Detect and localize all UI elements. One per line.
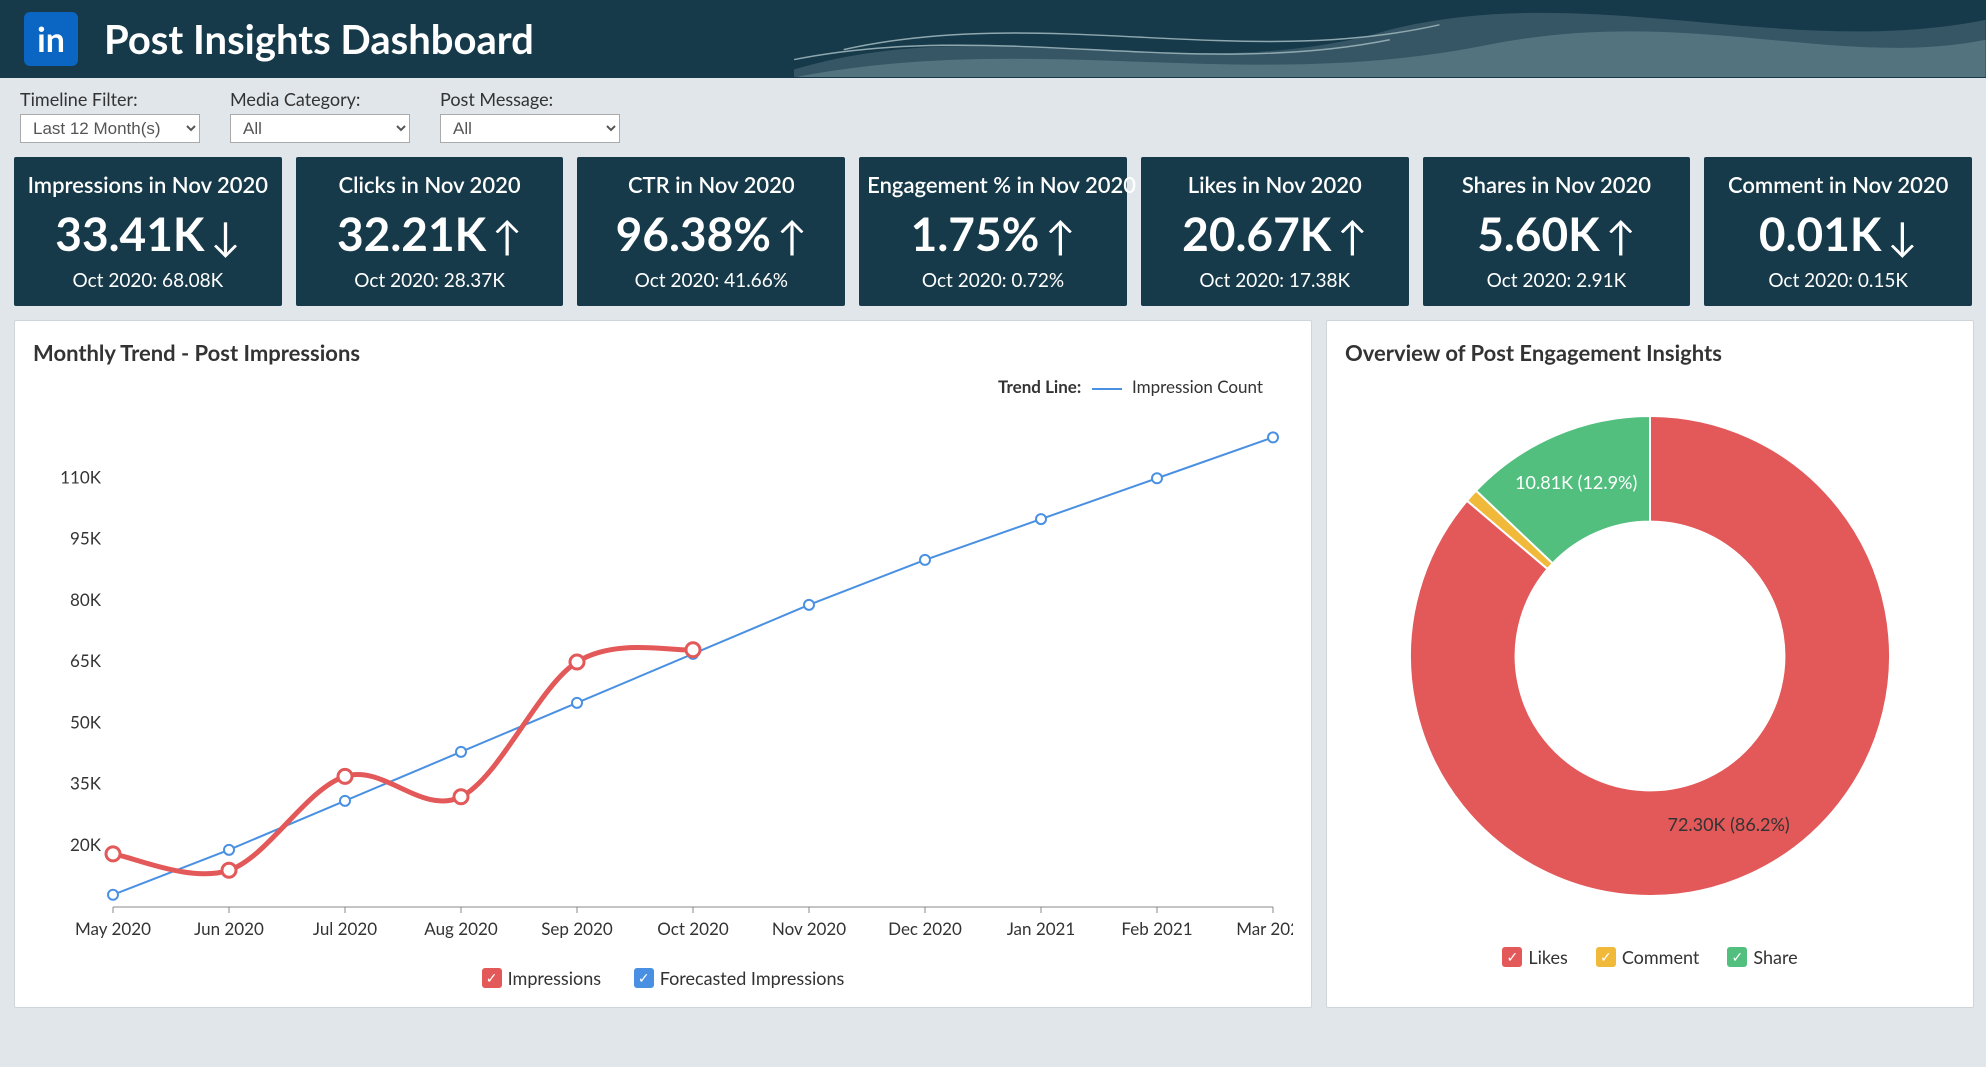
header-title: Post Insights Dashboard [104,15,534,63]
legend-impressions-label: Impressions [508,967,601,989]
donut-legend-label-1: Comment [1622,946,1700,968]
filter-1: Media Category: All [230,88,410,143]
arrow-up-icon: ↑ [1606,212,1636,260]
linkedin-icon: in [24,12,78,66]
kpi-value-4: 20.67K↑ [1149,206,1401,261]
trend-bottom-legend: ✓ Impressions ✓ Forecasted Impressions [33,965,1293,989]
kpi-prev-5: Oct 2020: 2.91K [1431,269,1683,292]
svg-text:72.30K (86.2%): 72.30K (86.2%) [1668,813,1790,835]
svg-text:80K: 80K [70,589,102,610]
kpi-title-5: Shares in Nov 2020 [1431,171,1683,198]
kpi-title-1: Clicks in Nov 2020 [304,171,556,198]
legend-forecast-label: Forecasted Impressions [660,967,845,989]
svg-text:35K: 35K [70,773,102,794]
donut-legend-item-0: ✓ Likes [1502,946,1568,968]
kpi-card-3: Engagement % in Nov 2020 1.75%↑ Oct 2020: … [859,157,1127,306]
filter-label-1: Media Category: [230,88,410,110]
trend-sub-legend: Trend Line: Impression Count [33,376,1293,397]
kpi-value-1: 32.21K↑ [304,206,556,261]
trend-sub-legend-line [1092,388,1122,390]
filter-label-0: Timeline Filter: [20,88,200,110]
donut-bottom-legend: ✓ Likes ✓ Comment ✓ Share [1345,944,1955,968]
filter-select-0[interactable]: Last 12 Month(s) [20,114,200,143]
kpi-card-1: Clicks in Nov 2020 32.21K↑ Oct 2020: 28.37… [296,157,564,306]
svg-text:Jun 2020: Jun 2020 [194,918,264,939]
donut-legend-swatch-1: ✓ [1596,947,1616,967]
kpi-row: Impressions in Nov 2020 33.41K↓ Oct 2020: … [0,157,1986,320]
arrow-up-icon: ↑ [492,212,522,260]
kpi-title-4: Likes in Nov 2020 [1149,171,1401,198]
svg-text:10.81K (12.9%): 10.81K (12.9%) [1515,471,1637,493]
donut-legend-item-1: ✓ Comment [1596,946,1700,968]
svg-text:Oct 2020: Oct 2020 [657,918,729,939]
trend-sub-legend-series: Impression Count [1132,376,1263,397]
donut-panel: Overview of Post Engagement Insights 72.… [1326,320,1974,1008]
kpi-card-5: Shares in Nov 2020 5.60K↑ Oct 2020: 2.91K [1423,157,1691,306]
donut-legend-swatch-2: ✓ [1727,947,1747,967]
donut-legend-item-2: ✓ Share [1727,946,1797,968]
kpi-card-2: CTR in Nov 2020 96.38%↑ Oct 2020: 41.66% [577,157,845,306]
kpi-value-5: 5.60K↑ [1431,206,1683,261]
linkedin-icon-letters: in [37,19,65,60]
filter-0: Timeline Filter: Last 12 Month(s) [20,88,200,143]
panels-row: Monthly Trend - Post Impressions Trend L… [0,320,1986,1022]
svg-text:Sep 2020: Sep 2020 [541,918,613,939]
trend-panel: Monthly Trend - Post Impressions Trend L… [14,320,1312,1008]
header-waves-decor [794,0,1986,77]
svg-text:65K: 65K [70,650,102,671]
svg-text:Mar 2021: Mar 2021 [1236,918,1293,939]
trend-panel-title: Monthly Trend - Post Impressions [33,339,1293,366]
trend-sub-legend-label: Trend Line: [998,376,1081,397]
donut-legend-label-2: Share [1753,946,1797,968]
arrow-down-icon: ↓ [1887,212,1917,260]
kpi-prev-0: Oct 2020: 68.08K [22,269,274,292]
kpi-prev-1: Oct 2020: 28.37K [304,269,556,292]
svg-text:20K: 20K [70,834,102,855]
kpi-title-3: Engagement % in Nov 2020 [867,171,1119,198]
kpi-card-6: Comment in Nov 2020 0.01K↓ Oct 2020: 0.15K [1704,157,1972,306]
kpi-title-0: Impressions in Nov 2020 [22,171,274,198]
kpi-prev-6: Oct 2020: 0.15K [1712,269,1964,292]
arrow-up-icon: ↑ [777,212,807,260]
kpi-card-0: Impressions in Nov 2020 33.41K↓ Oct 2020: … [14,157,282,306]
kpi-title-2: CTR in Nov 2020 [585,171,837,198]
filters-bar: Timeline Filter: Last 12 Month(s) Media Ca… [0,78,1986,157]
svg-text:110K: 110K [60,466,102,487]
svg-text:Jan 2021: Jan 2021 [1007,918,1076,939]
kpi-card-4: Likes in Nov 2020 20.67K↑ Oct 2020: 17.38K [1141,157,1409,306]
kpi-value-6: 0.01K↓ [1712,206,1964,261]
kpi-prev-4: Oct 2020: 17.38K [1149,269,1401,292]
svg-text:Feb 2021: Feb 2021 [1121,918,1192,939]
filter-2: Post Message: All [440,88,620,143]
kpi-value-2: 96.38%↑ [585,206,837,261]
trend-chart: 20K 35K 50K 65K 80K 95K 110K May 2020 Jun 2020 Ju… [33,397,1293,957]
donut-legend-swatch-0: ✓ [1502,947,1522,967]
donut-legend-label-0: Likes [1528,946,1568,968]
svg-text:Nov 2020: Nov 2020 [772,918,846,939]
svg-text:Jul 2020: Jul 2020 [313,918,377,939]
kpi-value-3: 1.75%↑ [867,206,1119,261]
filter-select-2[interactable]: All [440,114,620,143]
legend-forecast: ✓ Forecasted Impressions [634,967,845,989]
filter-select-1[interactable]: All [230,114,410,143]
svg-text:95K: 95K [70,528,102,549]
filter-label-2: Post Message: [440,88,620,110]
kpi-prev-2: Oct 2020: 41.66% [585,269,837,292]
svg-text:May 2020: May 2020 [75,918,151,939]
legend-impressions: ✓ Impressions [482,967,601,989]
arrow-up-icon: ↑ [1337,212,1367,260]
header-bar: in Post Insights Dashboard [0,0,1986,78]
donut-chart: 72.30K (86.2%) 10.81K (12.9%) [1345,376,1955,936]
kpi-value-0: 33.41K↓ [22,206,274,261]
svg-text:Dec 2020: Dec 2020 [888,918,962,939]
arrow-down-icon: ↓ [210,212,240,260]
legend-impressions-swatch: ✓ [482,968,502,988]
arrow-up-icon: ↑ [1045,212,1075,260]
legend-forecast-swatch: ✓ [634,968,654,988]
kpi-prev-3: Oct 2020: 0.72% [867,269,1119,292]
svg-text:50K: 50K [70,711,102,732]
donut-panel-title: Overview of Post Engagement Insights [1345,339,1955,366]
kpi-title-6: Comment in Nov 2020 [1712,171,1964,198]
svg-text:Aug 2020: Aug 2020 [424,918,498,939]
